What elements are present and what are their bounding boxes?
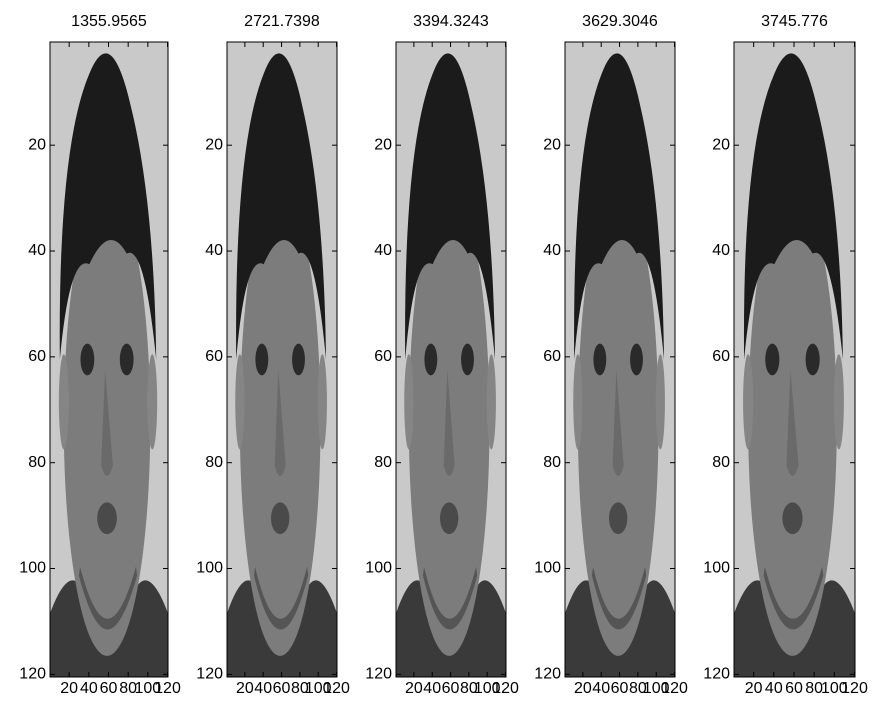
y-tick-label: 60: [28, 348, 46, 365]
y-tick-label: 60: [543, 348, 561, 365]
x-tick-label: 100: [134, 680, 161, 697]
axes-box: [733, 41, 856, 678]
x-tick-label: 80: [629, 680, 647, 697]
y-tick-label: 100: [196, 560, 223, 577]
x-tick-label: 80: [119, 680, 137, 697]
x-tick-label: 120: [841, 680, 868, 697]
x-tick-label: 60: [273, 680, 291, 697]
y-tick-label: 60: [205, 348, 223, 365]
y-tick-label: 20: [28, 136, 46, 153]
x-tick-label: 20: [745, 680, 763, 697]
y-tick-label: 20: [374, 136, 392, 153]
y-tick-label: 100: [703, 560, 730, 577]
face-image: [227, 42, 337, 677]
subplot-title: 3394.3243: [413, 13, 489, 30]
y-tick-label: 40: [205, 242, 223, 259]
y-tick-label: 20: [205, 136, 223, 153]
x-tick-label: 40: [423, 680, 441, 697]
x-tick-label: 20: [236, 680, 254, 697]
y-tick-label: 120: [19, 666, 46, 683]
y-tick-label: 40: [543, 242, 561, 259]
x-tick-label: 100: [474, 680, 501, 697]
x-tick-label: 120: [661, 680, 688, 697]
x-tick-label: 100: [305, 680, 332, 697]
x-tick-label: 80: [291, 680, 309, 697]
subplot-title: 2721.7398: [244, 13, 320, 30]
subplot-title: 3629.3046: [582, 13, 658, 30]
y-tick-label: 80: [205, 454, 223, 471]
x-tick-label: 40: [254, 680, 272, 697]
x-tick-label: 120: [323, 680, 350, 697]
x-tick-label: 20: [405, 680, 423, 697]
y-tick-label: 40: [712, 242, 730, 259]
y-tick-label: 120: [196, 666, 223, 683]
x-tick-label: 20: [574, 680, 592, 697]
y-tick-label: 60: [374, 348, 392, 365]
x-tick-label: 120: [492, 680, 519, 697]
y-tick-label: 100: [365, 560, 392, 577]
x-tick-label: 80: [460, 680, 478, 697]
x-tick-label: 40: [80, 680, 98, 697]
subplot-title: 3745.776: [761, 13, 828, 30]
face-image: [565, 42, 675, 677]
y-tick-label: 100: [534, 560, 561, 577]
x-tick-label: 60: [442, 680, 460, 697]
y-tick-label: 40: [374, 242, 392, 259]
y-tick-label: 60: [712, 348, 730, 365]
y-tick-label: 20: [712, 136, 730, 153]
x-tick-label: 60: [785, 680, 803, 697]
x-tick-label: 80: [805, 680, 823, 697]
y-tick-label: 20: [543, 136, 561, 153]
y-tick-label: 120: [365, 666, 392, 683]
y-tick-label: 80: [712, 454, 730, 471]
subplot-title: 1355.9565: [71, 13, 147, 30]
y-tick-label: 80: [28, 454, 46, 471]
x-tick-label: 60: [100, 680, 118, 697]
x-tick-label: 120: [154, 680, 181, 697]
x-tick-label: 40: [765, 680, 783, 697]
y-tick-label: 120: [534, 666, 561, 683]
x-tick-label: 100: [821, 680, 848, 697]
y-tick-label: 40: [28, 242, 46, 259]
y-tick-label: 100: [19, 560, 46, 577]
x-tick-label: 20: [60, 680, 78, 697]
face-image: [734, 42, 855, 677]
y-tick-label: 80: [543, 454, 561, 471]
y-tick-label: 120: [703, 666, 730, 683]
face-image: [50, 42, 168, 677]
x-tick-label: 100: [643, 680, 670, 697]
x-tick-label: 40: [592, 680, 610, 697]
face-image: [396, 42, 506, 677]
y-tick-label: 80: [374, 454, 392, 471]
x-tick-label: 60: [611, 680, 629, 697]
